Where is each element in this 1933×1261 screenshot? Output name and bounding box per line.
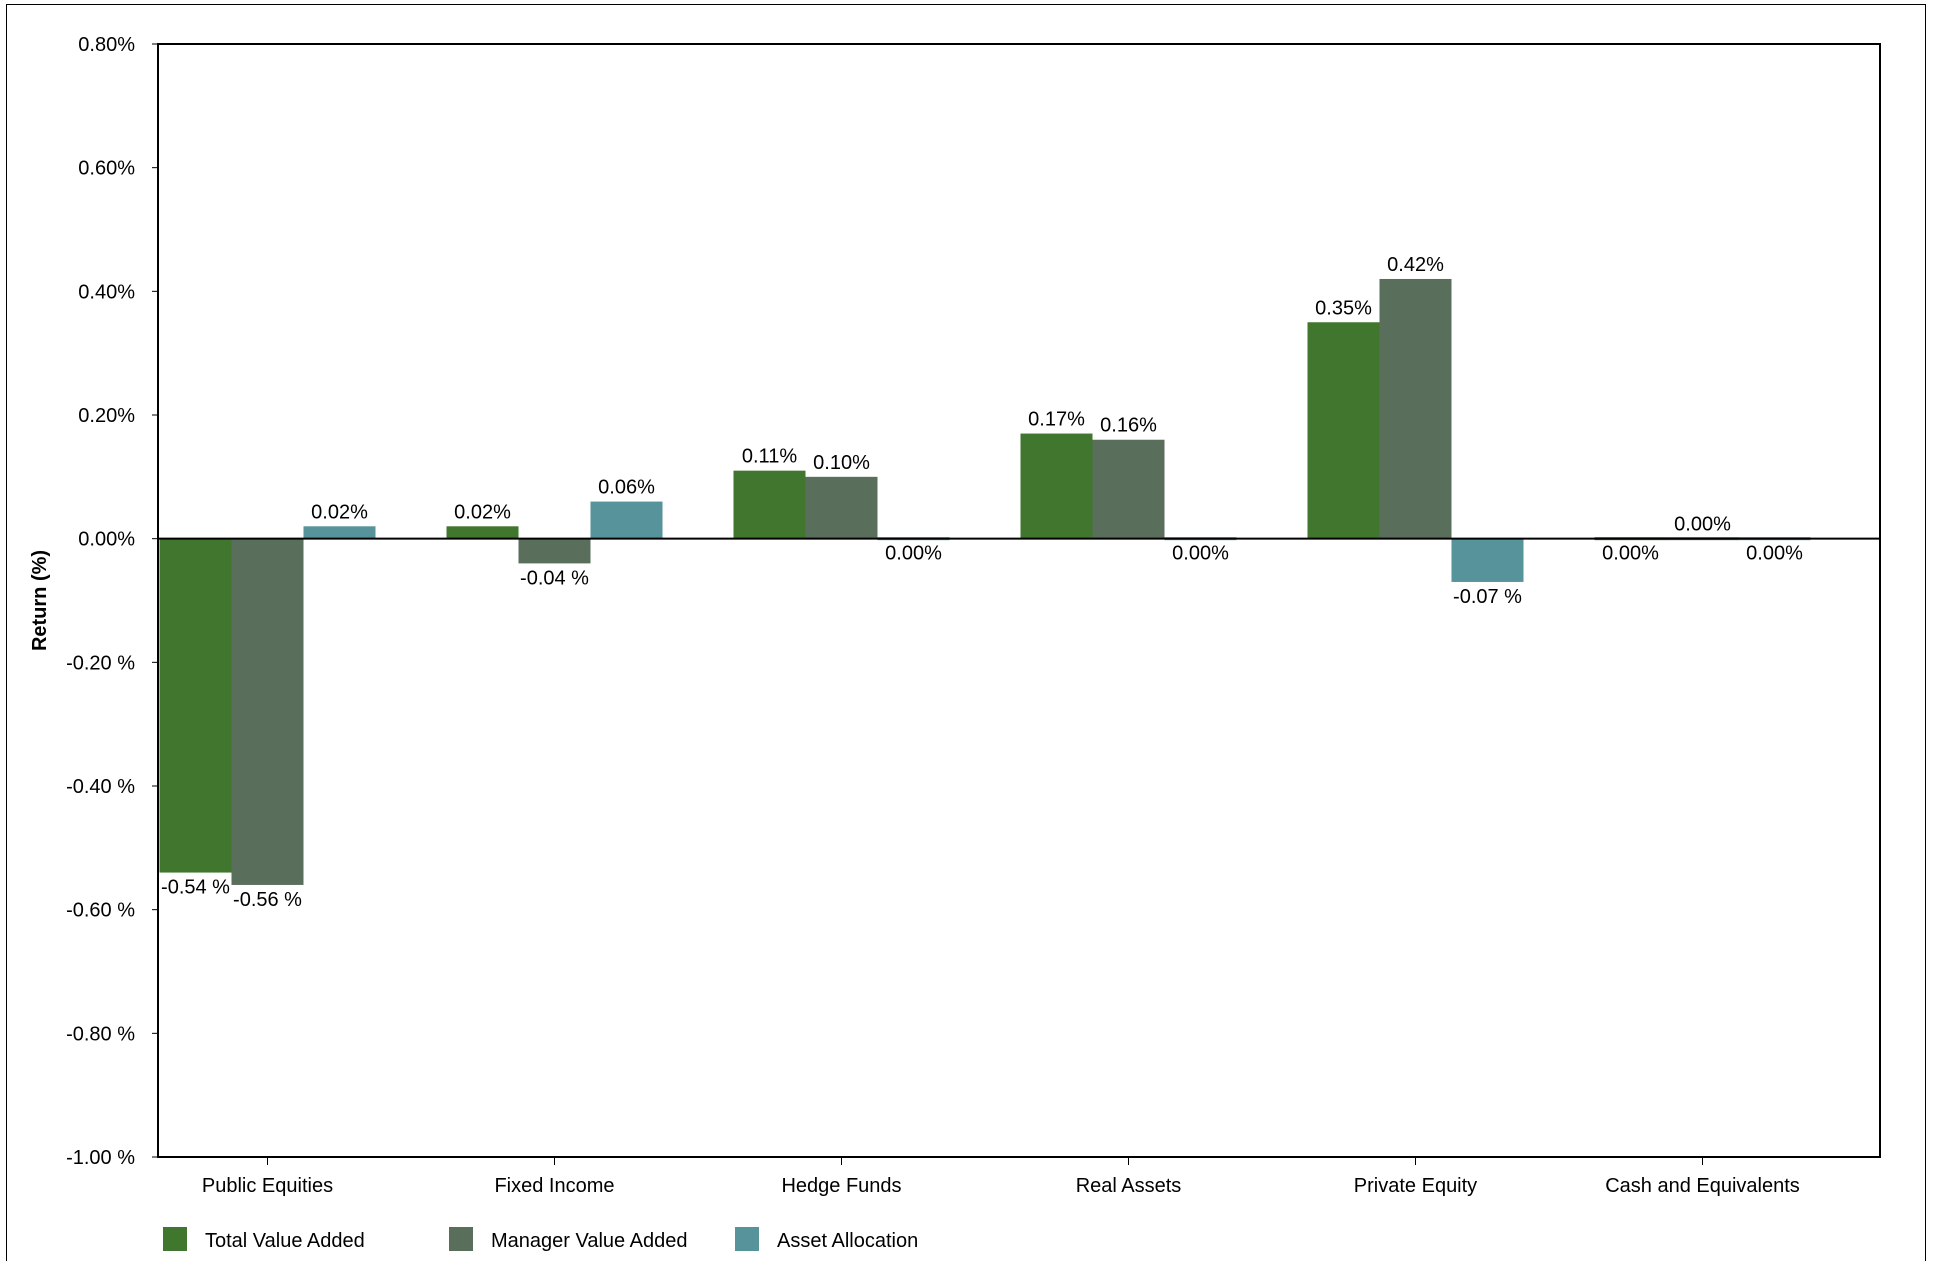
legend-label: Manager Value Added <box>491 1230 687 1252</box>
bar <box>1020 433 1093 539</box>
bar <box>1451 538 1524 582</box>
data-label: 0.00% <box>1172 543 1229 565</box>
y-tick-label: 0.80% <box>78 34 135 56</box>
bar <box>159 538 232 873</box>
x-tick-label: Fixed Income <box>494 1175 614 1197</box>
x-tick-label: Private Equity <box>1354 1175 1477 1197</box>
bar <box>446 526 519 539</box>
data-label: 0.00% <box>1674 514 1731 536</box>
data-label: 0.35% <box>1315 297 1372 319</box>
y-tick-label: 0.60% <box>78 158 135 180</box>
y-axis-title: Return (%) <box>29 550 51 651</box>
legend-swatch <box>163 1227 187 1251</box>
legend-label: Total Value Added <box>205 1230 365 1252</box>
legend-label: Asset Allocation <box>777 1230 918 1252</box>
data-label: 0.16% <box>1100 415 1157 437</box>
y-tick-label: 0.20% <box>78 405 135 427</box>
y-tick-label: 0.40% <box>78 281 135 303</box>
x-tick-label: Hedge Funds <box>781 1175 901 1197</box>
x-tick-label: Real Assets <box>1076 1175 1182 1197</box>
data-label: 0.06% <box>598 477 655 499</box>
data-label: 0.02% <box>454 501 511 523</box>
data-label: -0.56 % <box>233 889 302 911</box>
x-tick-label: Public Equities <box>202 1175 333 1197</box>
legend-swatch <box>735 1227 759 1251</box>
bar <box>303 526 376 539</box>
chart-frame <box>6 4 1926 1261</box>
bar <box>518 538 591 564</box>
y-tick-label: -0.20 % <box>66 652 135 674</box>
data-label: 0.11% <box>742 446 797 468</box>
bar <box>733 470 806 539</box>
data-label: 0.42% <box>1387 254 1444 276</box>
x-tick-label: Cash and Equivalents <box>1605 1175 1800 1197</box>
data-label: 0.00% <box>885 543 942 565</box>
data-label: -0.54 % <box>161 877 230 899</box>
plot-border <box>157 43 1881 1158</box>
y-tick-label: -1.00 % <box>66 1147 135 1169</box>
bar <box>1307 322 1380 539</box>
data-label: 0.10% <box>813 452 870 474</box>
y-tick-label: -0.60 % <box>66 900 135 922</box>
legend: Total Value Added Manager Value Added Asse… <box>163 1227 918 1252</box>
data-label: -0.07 % <box>1453 586 1522 608</box>
bar <box>805 476 878 539</box>
y-tick-label: -0.40 % <box>66 776 135 798</box>
data-label: 0.17% <box>1028 409 1085 431</box>
y-tick-label: 0.00% <box>78 529 135 551</box>
data-label: 0.00% <box>1602 543 1659 565</box>
bar <box>1379 278 1452 539</box>
bar <box>231 538 304 885</box>
legend-swatch <box>449 1227 473 1251</box>
bar <box>590 501 663 539</box>
data-label: -0.04 % <box>520 567 589 589</box>
bar <box>1092 439 1165 539</box>
data-label: 0.00% <box>1746 543 1803 565</box>
data-label: 0.02% <box>311 501 368 523</box>
y-tick-label: -0.80 % <box>66 1023 135 1045</box>
plot-area: 0.80% 0.60% 0.40% 0.20% 0.00% -0.20 % -0.40 % -… <box>29 34 1881 1197</box>
